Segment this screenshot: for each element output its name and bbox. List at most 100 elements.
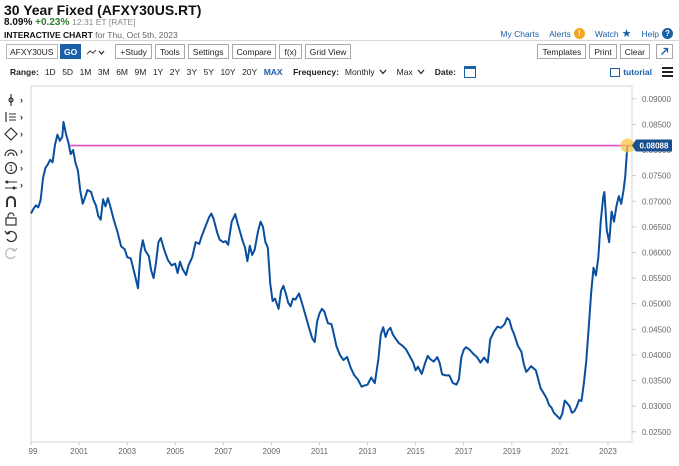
chevron-right-icon: › bbox=[20, 179, 23, 190]
range-label: Range: bbox=[10, 67, 39, 77]
range-option-5d[interactable]: 5D bbox=[62, 67, 74, 77]
pattern-icon bbox=[5, 180, 17, 189]
range-bar: Range: 1D 5D 1M 3M 6M 9M 1Y 2Y 3Y 5Y 10Y 20Y MAX Fre… bbox=[10, 66, 673, 78]
range-option-1d[interactable]: 1D bbox=[44, 67, 56, 77]
y-tick-label: 0.08500 bbox=[642, 120, 671, 129]
last-value-label: 0.08088 bbox=[640, 142, 669, 151]
frequency-select[interactable]: Monthly bbox=[344, 67, 375, 77]
x-tick-label: 2009 bbox=[263, 447, 281, 456]
go-button[interactable]: GO bbox=[60, 44, 82, 59]
chart-style-button[interactable] bbox=[85, 48, 107, 56]
y-tick-label: 0.04500 bbox=[642, 325, 671, 334]
range-option-1m[interactable]: 1M bbox=[79, 67, 92, 77]
last-point-highlight bbox=[620, 138, 635, 153]
range-option-2y[interactable]: 2Y bbox=[169, 67, 181, 77]
settings-button[interactable]: Settings bbox=[187, 44, 229, 59]
range-option-10y[interactable]: 10Y bbox=[220, 67, 236, 77]
fibonacci-tool[interactable]: › bbox=[4, 142, 30, 159]
redo-icon bbox=[5, 247, 18, 259]
range-option-1y[interactable]: 1Y bbox=[152, 67, 164, 77]
max-select[interactable]: Max bbox=[396, 67, 413, 77]
annotation-tool[interactable]: › bbox=[4, 108, 30, 125]
fx-button[interactable]: f(x) bbox=[279, 44, 302, 59]
star-icon: ★ bbox=[621, 28, 632, 40]
header-divider bbox=[0, 40, 679, 41]
compare-button[interactable]: Compare bbox=[231, 44, 277, 59]
shapes-icon bbox=[4, 126, 18, 141]
shapes-tool[interactable]: › bbox=[4, 125, 30, 142]
last-price: 8.09% bbox=[4, 17, 33, 28]
price-chart[interactable]: 0.090000.085000.080000.075000.070000.065… bbox=[0, 84, 679, 466]
add-study-button[interactable]: +Study bbox=[115, 44, 152, 59]
range-option-5y[interactable]: 5Y bbox=[203, 67, 214, 77]
y-tick-label: 0.03500 bbox=[642, 377, 671, 386]
x-tick-label: 2011 bbox=[311, 447, 329, 456]
help-link[interactable]: Help ? bbox=[642, 28, 673, 39]
range-option-20y[interactable]: 20Y bbox=[242, 67, 258, 77]
cursor-tool[interactable]: › bbox=[4, 91, 30, 108]
chart-date-label: for Thu, Oct 5th, 2023 bbox=[95, 30, 178, 40]
undo-tool[interactable] bbox=[4, 227, 30, 244]
interactive-chart-label: INTERACTIVE CHART bbox=[4, 30, 93, 40]
range-option-6m[interactable]: 6M bbox=[116, 67, 128, 77]
magnet-tool[interactable] bbox=[4, 193, 30, 210]
expand-icon bbox=[661, 47, 669, 55]
y-tick-label: 0.09000 bbox=[642, 95, 671, 104]
fibonacci-icon bbox=[4, 148, 18, 156]
my-charts-link[interactable]: My Charts bbox=[500, 28, 540, 39]
line-style-icon bbox=[86, 49, 105, 55]
x-tick-label: 2005 bbox=[166, 447, 184, 456]
tutorial-icon bbox=[610, 67, 621, 77]
chevron-down-icon bbox=[379, 69, 387, 75]
chevron-down-icon bbox=[417, 69, 425, 75]
expand-button[interactable] bbox=[656, 44, 673, 59]
y-tick-label: 0.05000 bbox=[642, 300, 671, 309]
print-button[interactable]: Print bbox=[589, 44, 617, 59]
tools-button[interactable]: Tools bbox=[154, 44, 185, 59]
y-tick-label: 0.07000 bbox=[642, 197, 671, 206]
pattern-tool[interactable]: › bbox=[4, 176, 30, 193]
clear-button[interactable]: Clear bbox=[619, 44, 650, 59]
frequency-label: Frequency: bbox=[293, 67, 339, 77]
page-title: 30 Year Fixed (AFXY30US.RT) bbox=[4, 2, 202, 18]
svg-text:1: 1 bbox=[8, 164, 13, 173]
lock-tool[interactable] bbox=[4, 210, 30, 227]
chevron-right-icon: › bbox=[20, 111, 23, 122]
calendar-icon[interactable] bbox=[464, 66, 476, 78]
annotation-icon bbox=[5, 111, 16, 122]
x-tick-label: 2017 bbox=[455, 447, 473, 456]
range-option-9m[interactable]: 9M bbox=[134, 67, 147, 77]
x-tick-label: 2007 bbox=[214, 447, 232, 456]
tutorial-label: tutorial bbox=[623, 67, 652, 77]
chart-toolbar: GO +Study Tools Settings Compare f(x) Gr… bbox=[6, 44, 673, 59]
one-click-icon: 1 bbox=[4, 161, 18, 174]
x-tick-label: 99 bbox=[29, 447, 38, 456]
range-option-3y[interactable]: 3Y bbox=[186, 67, 198, 77]
tutorial-link[interactable]: tutorial bbox=[610, 67, 652, 77]
range-option-3m[interactable]: 3M bbox=[97, 67, 110, 77]
last-value-badge bbox=[632, 139, 672, 152]
x-tick-label: 2019 bbox=[503, 447, 521, 456]
range-option-max[interactable]: MAX bbox=[263, 67, 283, 77]
x-tick-label: 2015 bbox=[407, 447, 425, 456]
alerts-label: Alerts bbox=[549, 28, 571, 39]
chevron-right-icon: › bbox=[20, 128, 23, 139]
menu-icon[interactable] bbox=[662, 67, 673, 77]
alerts-link[interactable]: Alerts ! bbox=[549, 28, 585, 39]
y-tick-label: 0.05500 bbox=[642, 274, 671, 283]
quote-line: 8.09% +0.23% 12:31 ET [RATE] bbox=[4, 17, 136, 28]
series-line[interactable] bbox=[30, 120, 629, 420]
help-icon: ? bbox=[662, 28, 673, 39]
symbol-input[interactable] bbox=[6, 44, 58, 59]
templates-button[interactable]: Templates bbox=[537, 44, 587, 59]
y-tick-label: 0.02500 bbox=[642, 428, 671, 437]
x-tick-label: 2021 bbox=[551, 447, 569, 456]
drawing-tools: › › › › 1 › › bbox=[4, 91, 30, 261]
watch-link[interactable]: Watch ★ bbox=[595, 27, 632, 40]
one-click-tool[interactable]: 1 › bbox=[4, 159, 30, 176]
price-change: +0.23% bbox=[35, 17, 70, 28]
undo-icon bbox=[4, 230, 17, 242]
grid-view-button[interactable]: Grid View bbox=[304, 44, 352, 59]
range-options: 1D 5D 1M 3M 6M 9M 1Y 2Y 3Y 5Y 10Y 20Y MAX bbox=[45, 67, 289, 77]
redo-tool[interactable] bbox=[4, 244, 30, 261]
